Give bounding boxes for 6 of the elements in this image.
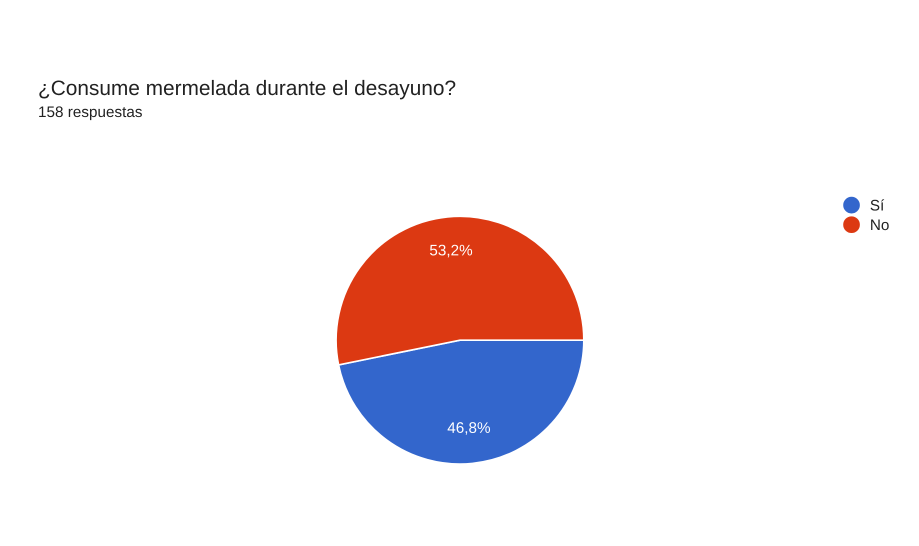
data-label: 53,2% — [430, 244, 472, 258]
data-label: 46,8% — [448, 422, 490, 435]
legend-label: No — [871, 220, 889, 230]
legend-label: Sí — [870, 199, 884, 211]
text: 158 respuestas — [39, 106, 142, 120]
chart-title: ¿Consume mermelada durante el desayuno? — [39, 80, 456, 100]
